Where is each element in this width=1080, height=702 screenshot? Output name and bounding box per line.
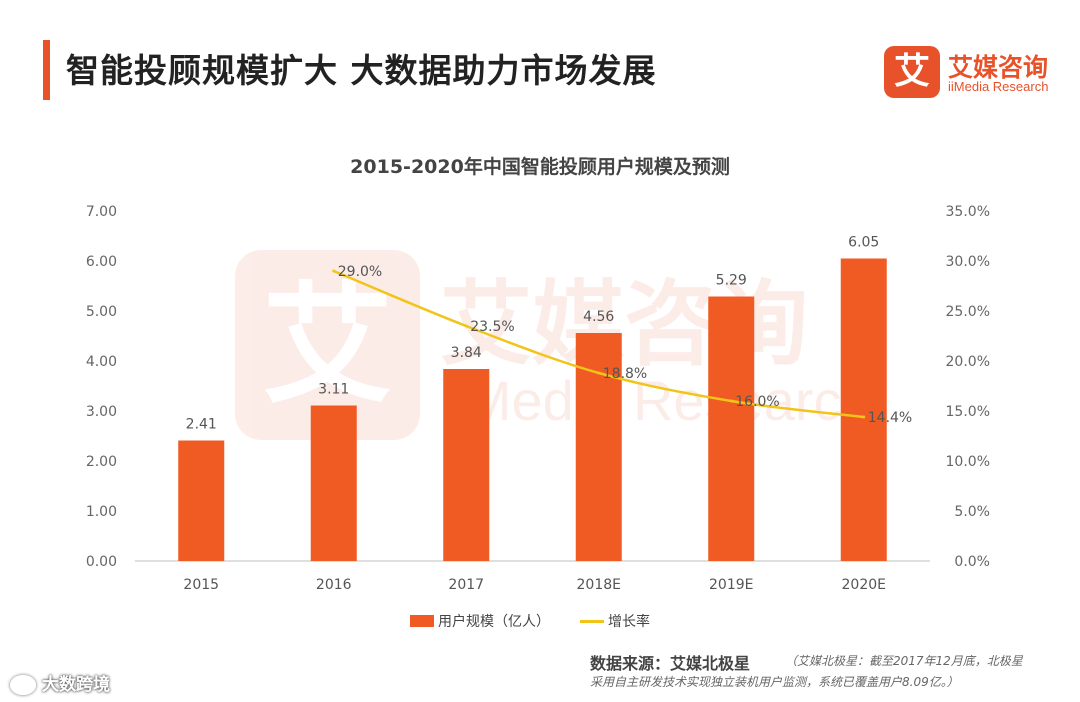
y-right-tick-label: 35.0% <box>946 204 990 220</box>
x-tick-label: 2019E <box>709 577 753 593</box>
page-title: 智能投顾规模扩大 大数据助力市场发展 <box>66 51 657 90</box>
iimedia-logo: 艾 艾媒咨询 iiMedia Research <box>884 46 1064 102</box>
bar <box>178 440 225 561</box>
bar-value-label: 3.11 <box>318 382 349 398</box>
y-right-tick-label: 15.0% <box>946 404 990 420</box>
bar-value-label: 4.56 <box>583 309 614 325</box>
y-left-tick-label: 3.00 <box>86 404 117 420</box>
growth-point <box>464 324 468 328</box>
y-left-tick-label: 7.00 <box>86 204 117 220</box>
weibo-icon <box>10 675 36 695</box>
growth-value-label: 14.4% <box>868 410 912 426</box>
bar <box>310 405 357 561</box>
growth-value-label: 16.0% <box>735 394 779 410</box>
growth-value-label: 29.0% <box>338 264 382 280</box>
legend-bar-swatch <box>410 615 434 627</box>
bar-value-label: 3.84 <box>451 345 482 361</box>
y-right-tick-label: 30.0% <box>946 254 990 270</box>
bar <box>840 258 887 561</box>
x-tick-label: 2016 <box>316 577 352 593</box>
y-left-tick-label: 5.00 <box>86 304 117 320</box>
y-left-tick-label: 4.00 <box>86 354 117 370</box>
source-note-line2: 采用自主研发技术实现独立装机用户监测，系统已覆盖用户8.09亿。） <box>590 675 959 689</box>
growth-point <box>862 415 866 419</box>
chart-title: 2015-2020年中国智能投顾用户规模及预测 <box>350 156 730 178</box>
y-left-tick-label: 0.00 <box>86 554 117 570</box>
x-tick-label: 2017 <box>448 577 484 593</box>
y-right-tick-label: 0.0% <box>954 554 990 570</box>
y-left-tick-label: 2.00 <box>86 454 117 470</box>
logo-text-cn: 艾媒咨询 <box>948 53 1049 82</box>
growth-point <box>332 269 336 273</box>
logo-text-en: iiMedia Research <box>948 79 1049 94</box>
corner-watermark: 大数跨境 <box>10 670 110 696</box>
legend-bar-label: 用户规模（亿人） <box>438 614 550 630</box>
bar <box>443 369 490 561</box>
y-right-tick-label: 5.0% <box>954 504 990 520</box>
x-tick-label: 2020E <box>842 577 886 593</box>
growth-value-label: 23.5% <box>470 319 514 335</box>
source-label: 数据来源：艾媒北极星 <box>590 654 751 673</box>
legend-line-label: 增长率 <box>608 614 650 630</box>
bar-value-label: 2.41 <box>186 417 217 433</box>
corner-watermark-text: 大数跨境 <box>42 675 110 695</box>
bar <box>575 333 622 561</box>
legend-line-swatch <box>580 620 604 623</box>
y-left-tick-label: 1.00 <box>86 504 117 520</box>
logo-badge: 艾 <box>884 46 940 98</box>
bar-value-label: 5.29 <box>716 273 747 289</box>
y-right-tick-label: 25.0% <box>946 304 990 320</box>
x-tick-label: 2018E <box>577 577 621 593</box>
growth-value-label: 18.8% <box>603 366 647 382</box>
x-tick-label: 2015 <box>183 577 219 593</box>
growth-point <box>729 399 733 403</box>
y-right-tick-label: 20.0% <box>946 354 990 370</box>
y-left-tick-label: 6.00 <box>86 254 117 270</box>
bar <box>708 296 755 561</box>
y-right-tick-label: 10.0% <box>946 454 990 470</box>
growth-point <box>597 371 601 375</box>
source-note-line1: （艾媒北极星：截至2017年12月底，北极星 <box>785 654 1023 668</box>
title-accent-bar <box>43 40 50 100</box>
bar-value-label: 6.05 <box>848 235 879 251</box>
